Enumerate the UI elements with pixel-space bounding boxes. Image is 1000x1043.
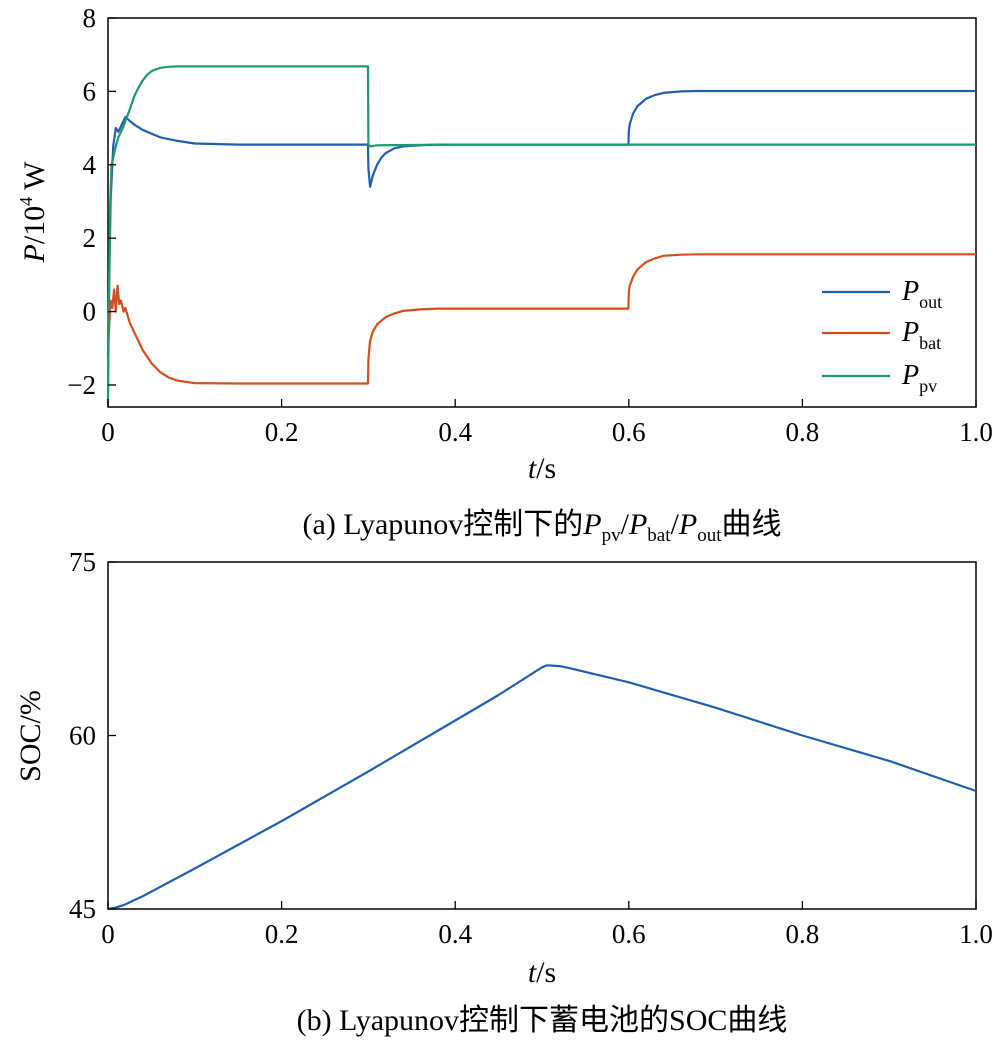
y-tick-label: −2 xyxy=(67,370,96,400)
panel-b-soc-chart: 0 0.2 0.4 0.6 0.8 1.0 45 60 75 SOC/% t/s (b) Lya… xyxy=(14,547,993,1037)
x-tick-label: 0 xyxy=(101,919,115,949)
y-axis-label-b: SOC/% xyxy=(14,690,47,782)
y-tick-label: 0 xyxy=(83,297,97,327)
x-tick-label: 0.4 xyxy=(438,417,472,447)
ticks-group-b: 0 0.2 0.4 0.6 0.8 1.0 45 60 75 xyxy=(69,547,993,949)
x-tick-label: 1.0 xyxy=(959,417,993,447)
x-axis-label-b: t/s xyxy=(528,956,556,989)
x-tick-label: 0.4 xyxy=(438,919,472,949)
series-line-ppv xyxy=(106,65,976,404)
plot-frame-a xyxy=(107,17,977,408)
y-tick-label: 2 xyxy=(83,223,97,253)
series-line-pbat xyxy=(106,253,976,385)
y-tick-label: 8 xyxy=(83,3,97,33)
caption-b: (b) Lyapunov控制下蓄电池的SOC曲线 xyxy=(297,1004,788,1037)
legend: Pout Pbat Ppv xyxy=(822,276,942,396)
x-tick-label: 0.2 xyxy=(265,417,299,447)
x-tick-label: 0.6 xyxy=(612,417,646,447)
x-tick-label: 0.8 xyxy=(786,919,820,949)
x-tick-label: 0.2 xyxy=(265,919,299,949)
y-tick-label: 6 xyxy=(83,76,97,106)
x-axis-label-a: t/s xyxy=(528,452,556,485)
y-axis-label-a: P/104 W xyxy=(16,161,51,264)
y-tick-label: 60 xyxy=(69,721,96,751)
legend-label-pbat: Pbat xyxy=(901,317,941,353)
caption-a: (a) Lyapunov控制下的Ppv/Pbat/Pout曲线 xyxy=(303,508,782,546)
x-tick-label: 0.8 xyxy=(786,417,820,447)
legend-label-pout: Pout xyxy=(901,276,942,312)
plot-frame-b xyxy=(107,561,977,910)
series-line-pout xyxy=(106,89,976,356)
y-tick-label: 75 xyxy=(69,547,96,577)
x-tick-label: 1.0 xyxy=(959,919,993,949)
series-group-a xyxy=(106,65,976,404)
y-tick-label: 4 xyxy=(83,150,97,180)
legend-label-ppv: Ppv xyxy=(901,360,937,396)
y-tick-label: 45 xyxy=(69,894,96,924)
series-group-b xyxy=(107,664,977,911)
x-tick-label: 0.6 xyxy=(612,919,646,949)
series-line-soc xyxy=(107,664,977,911)
x-tick-label: 0 xyxy=(101,417,115,447)
